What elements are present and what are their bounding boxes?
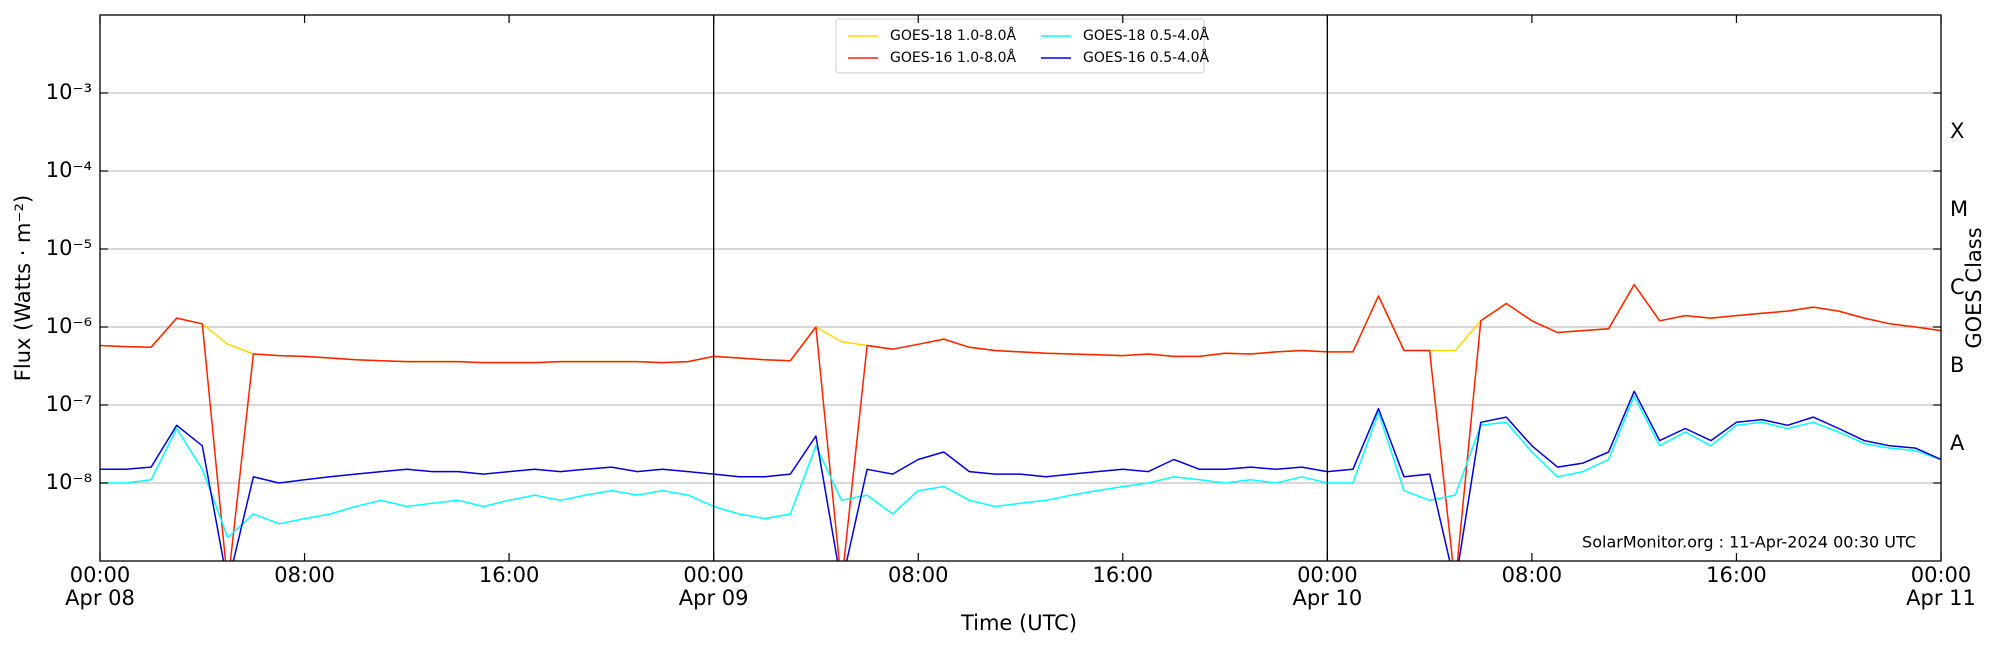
y-tick-label: 10⁻⁶ bbox=[46, 314, 92, 338]
y2-tick-label: B bbox=[1950, 353, 1964, 377]
y-tick-label: 10⁻³ bbox=[46, 80, 92, 104]
grid bbox=[100, 92, 1941, 484]
y-tick-label: 10⁻⁵ bbox=[46, 236, 92, 260]
y2-tick-label: A bbox=[1950, 431, 1965, 455]
series-line bbox=[100, 390, 1941, 561]
x-tick-label: 16:00 bbox=[479, 563, 540, 587]
y-tick-label: 10⁻⁷ bbox=[46, 392, 92, 416]
series-line bbox=[100, 283, 1941, 561]
x-tick-label: 00:00 bbox=[1911, 563, 1972, 587]
y2-tick-label: M bbox=[1950, 197, 1968, 221]
y2-tick-label: C bbox=[1950, 275, 1965, 299]
legend-label: GOES-16 1.0-8.0Å bbox=[890, 49, 1016, 66]
x-date-label: Apr 10 bbox=[1292, 586, 1362, 610]
x-date-label: Apr 09 bbox=[679, 586, 749, 610]
x-date-label: Apr 11 bbox=[1906, 586, 1976, 610]
x-axis-title: Time (UTC) bbox=[960, 611, 1077, 635]
legend: GOES-18 1.0-8.0Å GOES-16 1.0-8.0Å GOES-18 … bbox=[835, 18, 1209, 74]
legend-label: GOES-18 0.5-4.0Å bbox=[1083, 27, 1209, 44]
x-tick-label: 16:00 bbox=[1706, 563, 1767, 587]
y-axis-title: Flux (Watts · m⁻²) bbox=[11, 195, 35, 381]
plot-lines bbox=[100, 283, 1941, 561]
series-line bbox=[100, 395, 1941, 539]
x-tick-label: 08:00 bbox=[1502, 563, 1563, 587]
x-tick-label: 16:00 bbox=[1093, 563, 1154, 587]
x-tick-label: 00:00 bbox=[1297, 563, 1358, 587]
y2-tick-label: X bbox=[1950, 119, 1964, 143]
y-tick-label: 10⁻⁴ bbox=[46, 158, 92, 182]
annotation: SolarMonitor.org : 11-Apr-2024 00:30 UTC bbox=[1582, 533, 1916, 552]
x-tick-label: 00:00 bbox=[683, 563, 744, 587]
x-date-label: Apr 08 bbox=[65, 586, 135, 610]
legend-frame bbox=[835, 18, 1205, 74]
x-tick-label: 00:00 bbox=[70, 563, 131, 587]
x-tick-label: 08:00 bbox=[274, 563, 335, 587]
legend-label: GOES-16 0.5-4.0Å bbox=[1083, 49, 1209, 66]
legend-label: GOES-18 1.0-8.0Å bbox=[890, 27, 1016, 44]
plot-frame bbox=[99, 14, 1942, 562]
y-tick-label: 10⁻⁸ bbox=[46, 470, 92, 494]
y2-axis-title: GOES Class bbox=[1962, 227, 1986, 348]
x-tick-label: 08:00 bbox=[888, 563, 949, 587]
